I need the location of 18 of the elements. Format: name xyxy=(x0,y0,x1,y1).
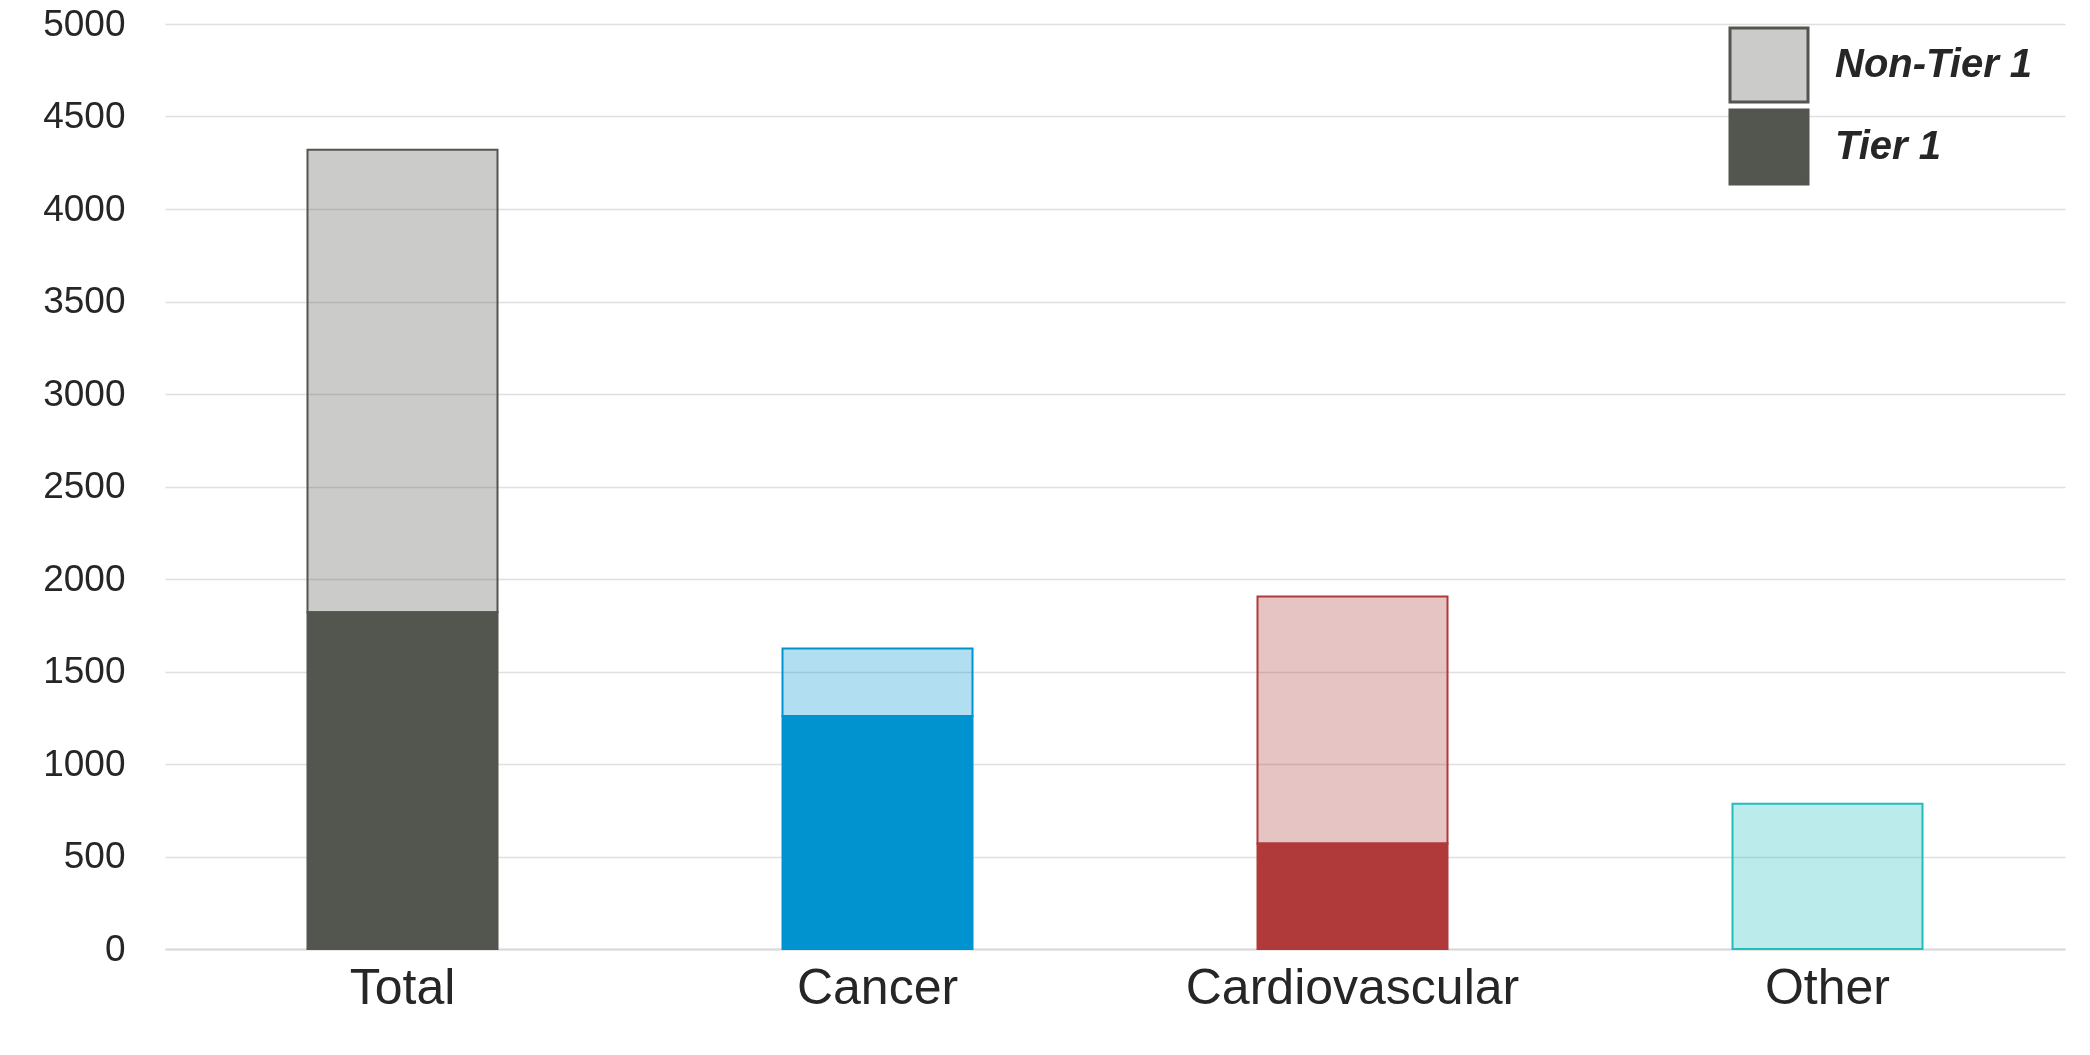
y-tick-label: 5000 xyxy=(43,2,126,44)
y-tick-label: 1500 xyxy=(43,650,126,691)
y-tick-label: 2000 xyxy=(43,557,126,599)
y-tick-label: 3000 xyxy=(43,372,126,414)
x-tick-label: Cardiovascular xyxy=(1185,958,1520,1015)
y-tick-label: 500 xyxy=(63,835,126,876)
y-tick-label: 4000 xyxy=(43,187,126,229)
x-tick-label: Cancer xyxy=(796,958,959,1015)
legend-label: Tier 1 xyxy=(1835,123,1941,167)
y-tick-label: 4500 xyxy=(43,95,126,136)
legend-label: Non-Tier 1 xyxy=(1835,41,2033,85)
x-tick-label: Total xyxy=(349,958,456,1015)
y-tick-label: 1000 xyxy=(43,742,126,784)
bar xyxy=(1731,802,1924,950)
y-tick-label: 0 xyxy=(104,927,126,969)
y-tick-label: 2500 xyxy=(43,465,126,506)
y-tick-label: 3500 xyxy=(43,280,126,321)
x-tick-label: Other xyxy=(1764,958,1891,1015)
